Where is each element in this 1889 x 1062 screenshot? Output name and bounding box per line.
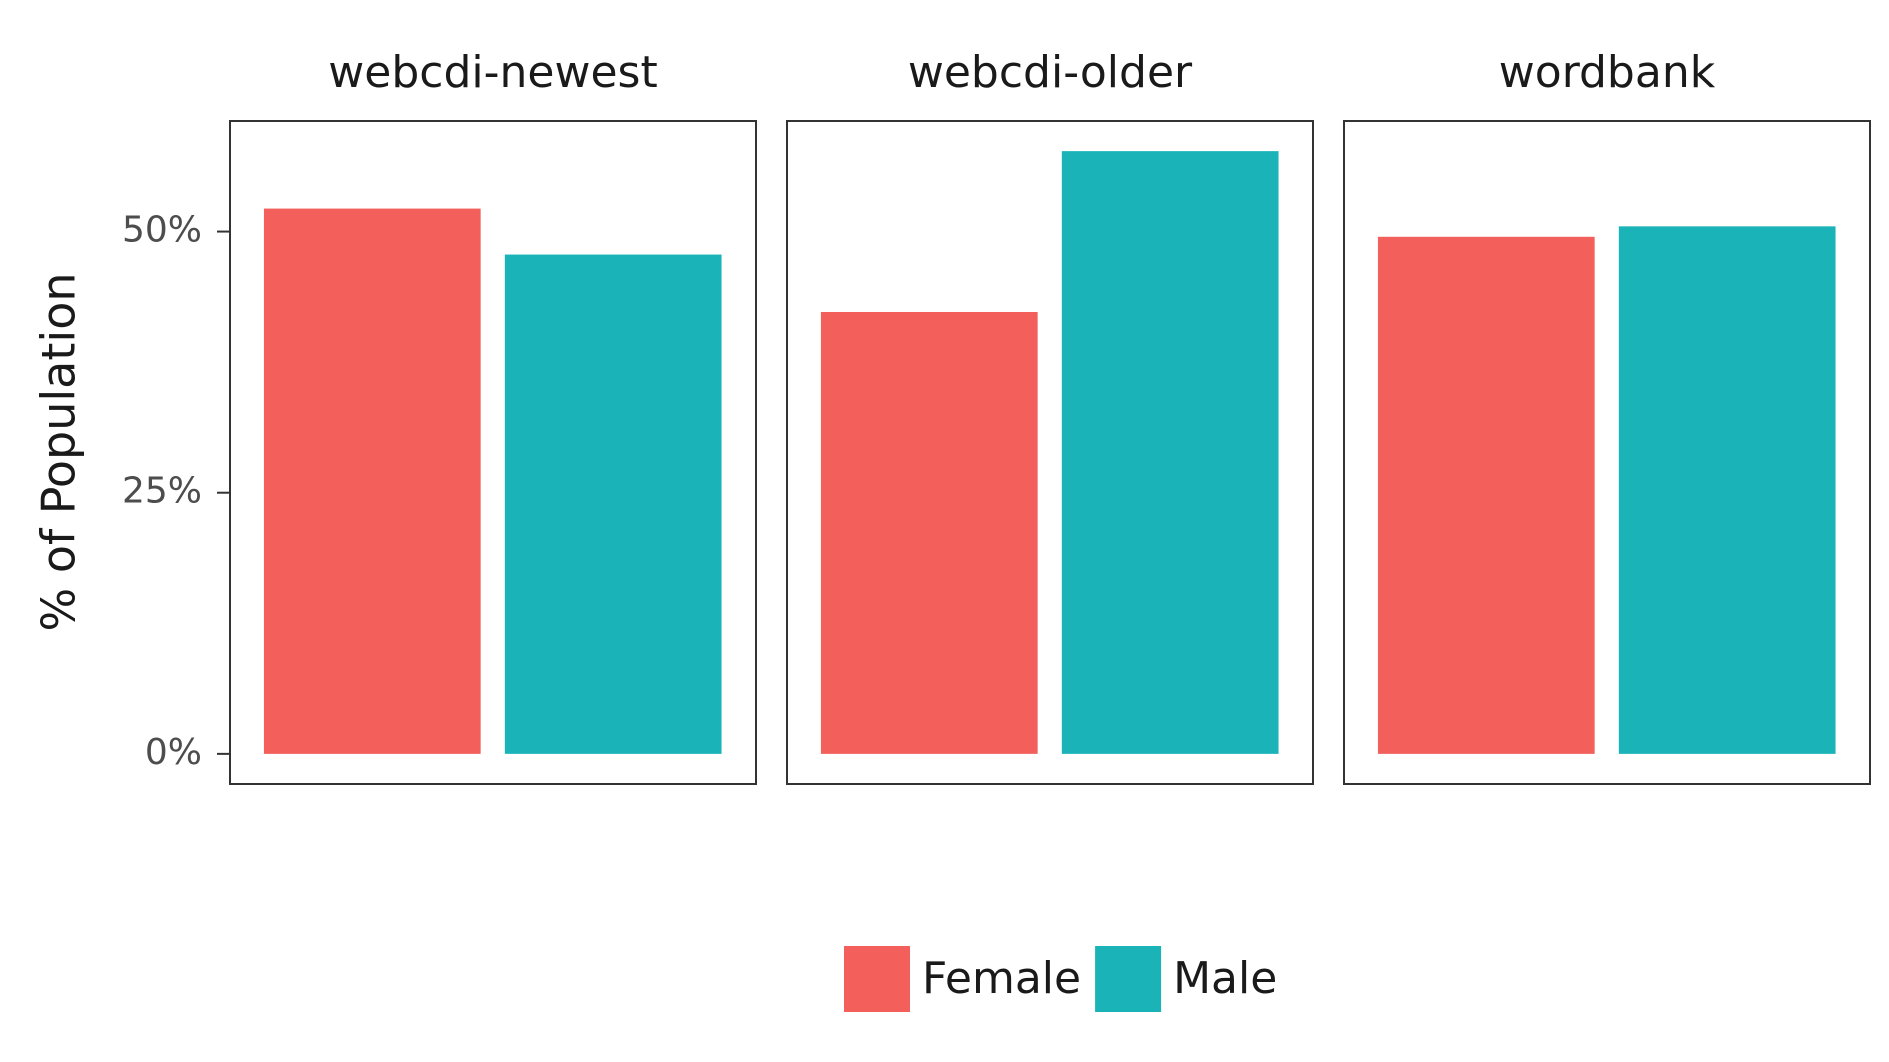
bar — [504, 254, 722, 754]
y-tick-label: 25% — [122, 471, 202, 512]
panel-border — [1343, 120, 1871, 785]
y-tick-label: 50% — [122, 210, 202, 251]
legend-label: Male — [1173, 953, 1277, 1004]
facet-title: webcdi-older — [908, 47, 1193, 98]
panel-border — [229, 120, 757, 785]
legend-label: Female — [922, 953, 1081, 1004]
legend-key — [844, 946, 910, 1012]
facet-title: wordbank — [1499, 47, 1716, 98]
bar — [263, 208, 481, 754]
y-axis-label: % of Population — [32, 273, 86, 632]
y-tick-label: 0% — [145, 732, 202, 773]
bar — [1377, 236, 1595, 754]
bar — [1618, 226, 1836, 754]
bar — [820, 312, 1038, 754]
facet-title: webcdi-newest — [328, 47, 657, 98]
legend-key — [1095, 946, 1162, 1012]
bar — [1061, 151, 1279, 754]
panel-border — [786, 120, 1314, 785]
